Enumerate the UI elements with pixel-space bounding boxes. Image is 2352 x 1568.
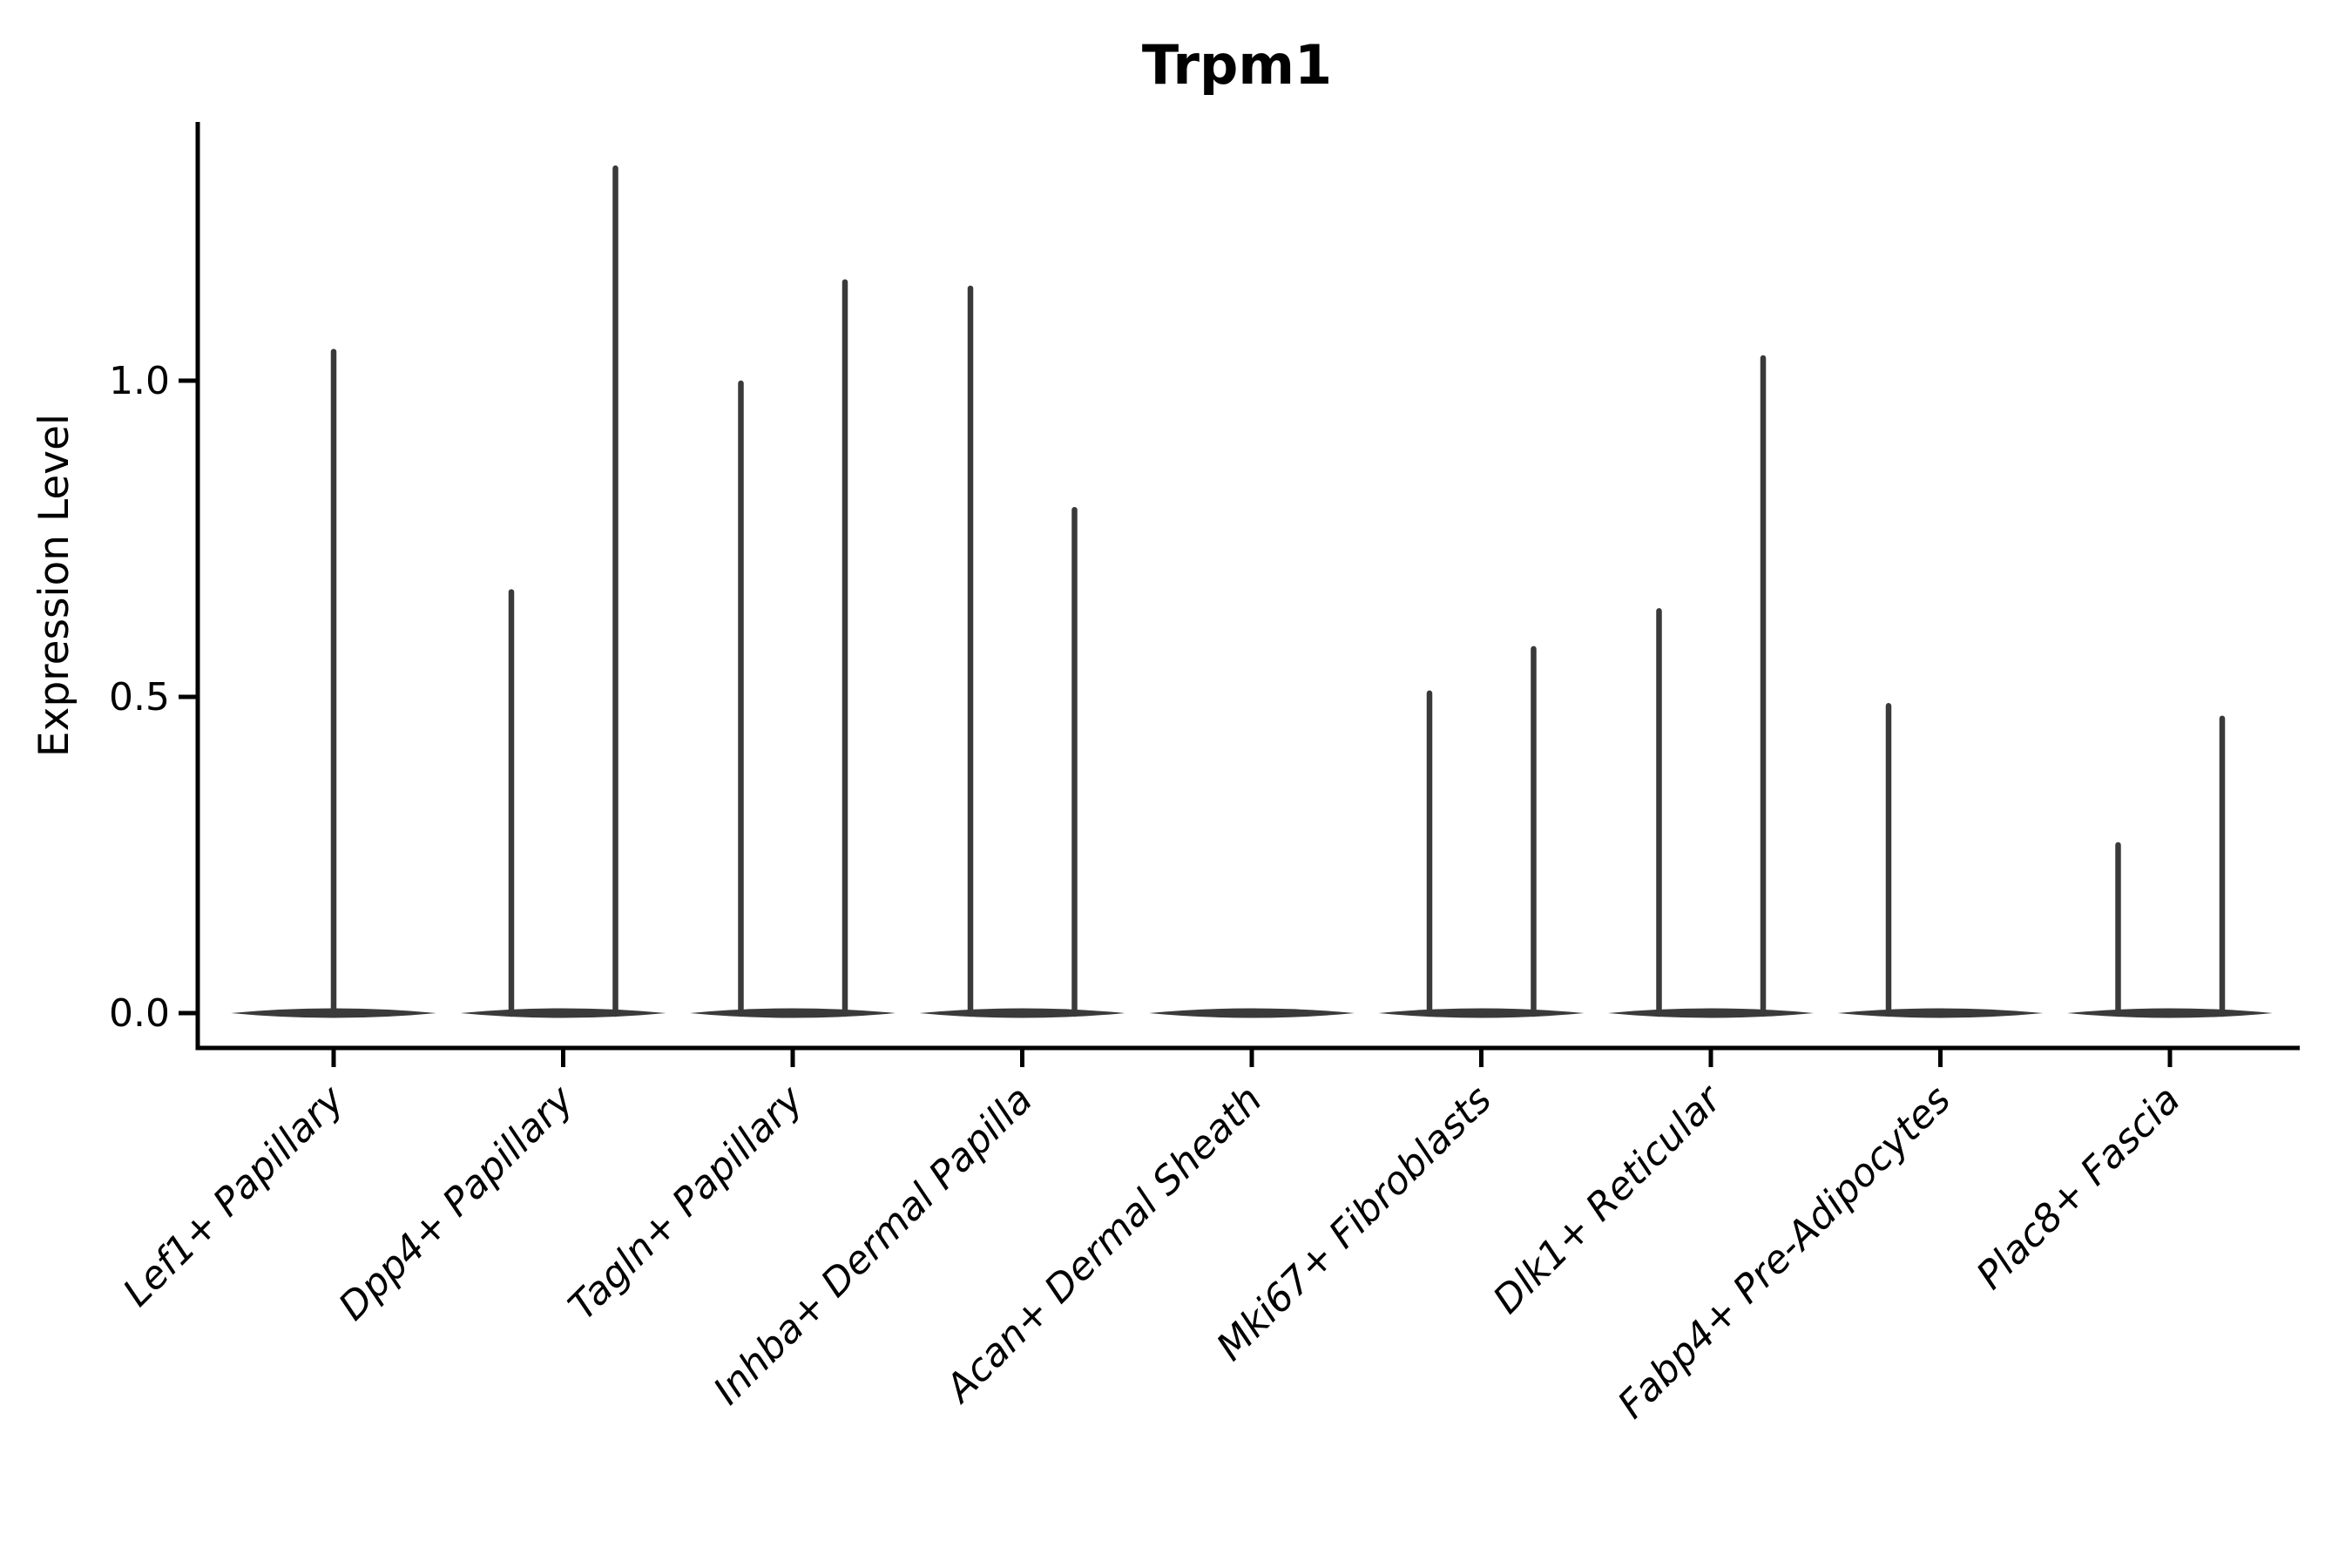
violin-base	[1837, 1008, 2044, 1018]
chart-title: Trpm1	[1142, 33, 1332, 97]
y-tick-label: 1.0	[109, 359, 170, 403]
x-tick-label: Dlk1+ Reticular	[1484, 1076, 1731, 1322]
x-tick-label: Plac8+ Fascia	[1968, 1078, 2188, 1298]
violins-group	[231, 165, 2273, 1018]
violin-base	[919, 1008, 1125, 1018]
x-tick-label: Dpp4+ Papillary	[330, 1077, 583, 1329]
violin-base	[1378, 1008, 1585, 1018]
violin-base	[1608, 1008, 1814, 1018]
violin-base	[690, 1008, 896, 1018]
violin-base	[1149, 1008, 1355, 1018]
y-axis-label: Expression Level	[30, 414, 78, 757]
x-tick-label: Tagln+ Papillary	[560, 1077, 812, 1328]
violin-base	[460, 1008, 666, 1018]
violin-base	[2067, 1008, 2273, 1018]
y-tick-label: 0.5	[109, 675, 170, 720]
y-tick-label: 0.0	[109, 991, 170, 1036]
x-tick-label: Lef1+ Papillary	[115, 1077, 354, 1315]
